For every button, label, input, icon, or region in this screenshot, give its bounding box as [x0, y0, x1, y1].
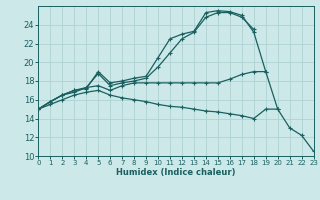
X-axis label: Humidex (Indice chaleur): Humidex (Indice chaleur) — [116, 168, 236, 177]
